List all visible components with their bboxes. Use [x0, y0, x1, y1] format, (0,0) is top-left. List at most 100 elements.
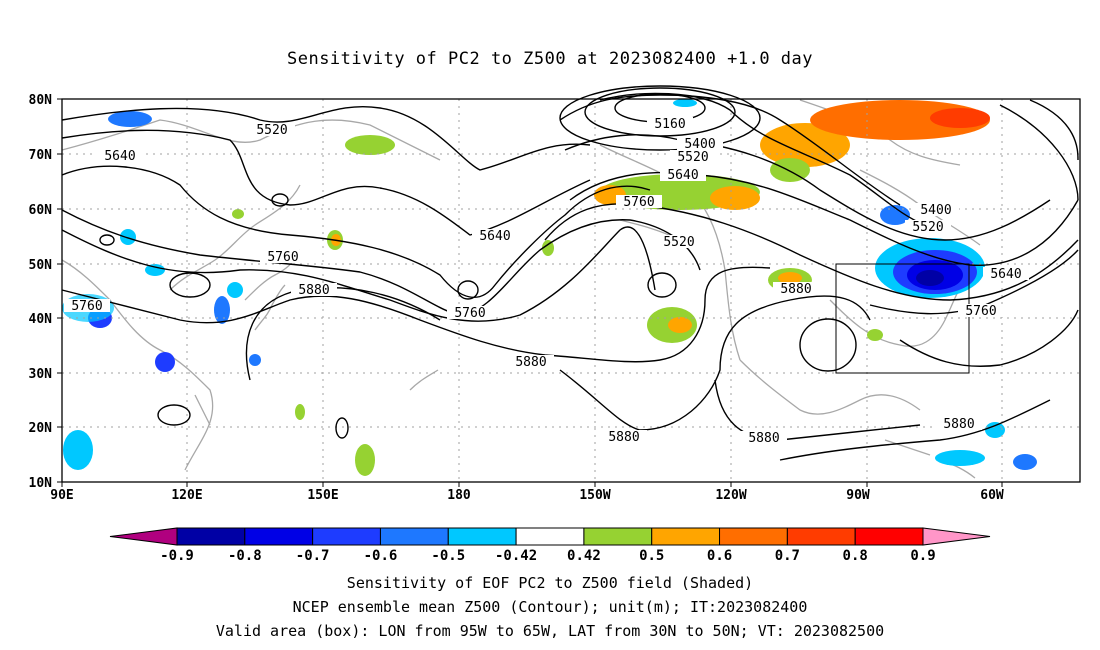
shading-blob	[295, 404, 305, 420]
colorbar-segment	[854, 527, 924, 546]
svg-text:5880: 5880	[943, 417, 974, 432]
contour-label: 5880	[291, 283, 337, 298]
contour-label: 5520	[905, 220, 951, 235]
contour-label: 5760	[64, 299, 110, 314]
colorbar-segment	[786, 527, 856, 546]
svg-text:5640: 5640	[104, 149, 135, 164]
contour-label: 5160	[647, 117, 693, 132]
colorbar-max-triangle	[922, 527, 991, 546]
shading-blob	[880, 205, 910, 225]
colorbar	[109, 527, 991, 546]
colorbar-segment	[447, 527, 517, 546]
contour-label: 5760	[260, 250, 306, 265]
svg-text:5160: 5160	[654, 117, 685, 132]
svg-text:5520: 5520	[256, 123, 287, 138]
contour-label: 5400	[913, 203, 959, 218]
contour-label: 5520	[656, 235, 702, 250]
contour-label: 5760	[616, 195, 662, 210]
shading-blob	[867, 329, 883, 341]
svg-text:5760: 5760	[71, 299, 102, 314]
shading-blob	[760, 123, 850, 167]
colorbar-segment	[651, 527, 721, 546]
svg-text:5880: 5880	[780, 282, 811, 297]
contour-label: 5880	[508, 355, 554, 370]
lon-tick-label: 150W	[579, 488, 610, 503]
colorbar-label: -0.5	[431, 548, 465, 564]
shading-blob	[214, 296, 230, 324]
contour-label: 5640	[983, 267, 1029, 282]
lon-tick-labels: 90E 120E 150E 180 150W 120W 90W 60W	[50, 488, 1004, 503]
footer-line-1: Sensitivity of EOF PC2 to Z500 field (Sh…	[346, 574, 754, 592]
contour-label: 5640	[97, 149, 143, 164]
svg-text:5520: 5520	[912, 220, 943, 235]
colorbar-segment	[583, 527, 653, 546]
colorbar-label: 0.5	[639, 548, 664, 564]
lat-tick-label: 60N	[29, 203, 53, 218]
shading-blob	[120, 229, 136, 245]
shading-blob	[108, 111, 152, 127]
shading-blob	[935, 450, 985, 466]
lat-tick-label: 80N	[29, 93, 53, 108]
svg-text:5760: 5760	[965, 304, 996, 319]
colorbar-label: -0.6	[364, 548, 398, 564]
colorbar-segment	[176, 527, 246, 546]
svg-text:5520: 5520	[677, 150, 708, 165]
footer-line-3: Valid area (box): LON from 95W to 65W, L…	[215, 622, 885, 640]
footer-line-2: NCEP ensemble mean Z500 (Contour); unit(…	[292, 598, 808, 616]
contour-label: 5880	[601, 430, 647, 445]
contour-label: 5640	[660, 168, 706, 183]
lat-tick-label: 10N	[29, 476, 53, 491]
lat-tick-label: 20N	[29, 421, 53, 436]
shading-blob	[345, 135, 395, 155]
svg-text:5760: 5760	[267, 250, 298, 265]
contour-label: 5880	[773, 282, 819, 297]
lon-tick-label: 60W	[980, 488, 1004, 503]
shading-blob	[673, 99, 697, 107]
contour-label: 5880	[936, 417, 982, 432]
contour-label: 5760	[447, 306, 493, 321]
svg-text:5880: 5880	[515, 355, 546, 370]
svg-text:5760: 5760	[623, 195, 654, 210]
map-title: Sensitivity of PC2 to Z500 at 2023082400…	[286, 49, 813, 69]
svg-text:5760: 5760	[454, 306, 485, 321]
contour-label: 5760	[958, 304, 1004, 319]
shading-blob	[355, 444, 375, 476]
map-frame	[61, 98, 1081, 483]
lon-tick-label: 120E	[171, 488, 202, 503]
lon-tick-label: 180	[447, 488, 471, 503]
tick-marks	[57, 98, 1003, 487]
shading-blob	[249, 354, 261, 366]
colorbar-min-triangle	[109, 527, 178, 546]
contour-label: 5400	[677, 137, 723, 152]
gridlines	[62, 99, 1080, 482]
sensitivity-shading	[62, 99, 1037, 476]
contour-label: 5520	[249, 123, 295, 138]
shading-blob	[930, 108, 990, 128]
svg-text:5640: 5640	[667, 168, 698, 183]
colorbar-segment	[379, 527, 449, 546]
colorbar-segment	[515, 527, 585, 546]
shading-blob	[232, 209, 244, 219]
lon-tick-label: 120W	[715, 488, 746, 503]
svg-text:5880: 5880	[748, 431, 779, 446]
shading-blob	[778, 272, 802, 284]
colorbar-label: 0.7	[775, 548, 800, 564]
contour-label: 5880	[741, 431, 787, 446]
shading-blob	[63, 430, 93, 470]
svg-text:5880: 5880	[608, 430, 639, 445]
shading-blob	[542, 240, 554, 256]
svg-text:5640: 5640	[990, 267, 1021, 282]
shading-blob	[916, 270, 944, 286]
colorbar-segment	[244, 527, 314, 546]
shading-blob	[227, 282, 243, 298]
colorbar-segment	[312, 527, 381, 546]
shading-blob	[710, 186, 760, 210]
shading-blob	[1013, 454, 1037, 470]
svg-text:5520: 5520	[663, 235, 694, 250]
lon-tick-label: 150E	[307, 488, 338, 503]
svg-text:5880: 5880	[298, 283, 329, 298]
lon-tick-label: 90E	[50, 488, 73, 503]
colorbar-labels: -0.9 -0.8 -0.7 -0.6 -0.5 -0.42 0.42 0.5 0.6 0.7 0.…	[160, 548, 936, 564]
shading-blob	[145, 264, 165, 276]
